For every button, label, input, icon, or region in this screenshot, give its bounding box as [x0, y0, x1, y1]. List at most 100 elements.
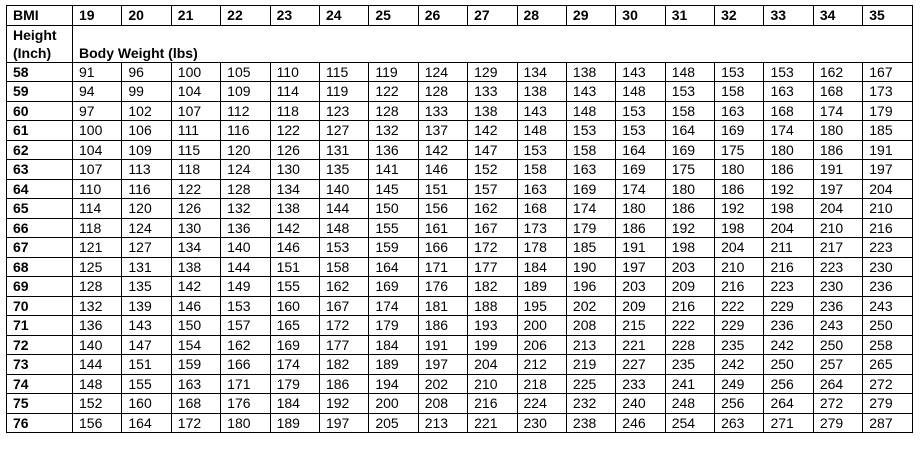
weight-cell: 153	[318, 237, 370, 258]
weight-cell: 142	[417, 139, 469, 160]
weight-cell: 208	[417, 393, 469, 414]
weight-cell: 143	[121, 315, 172, 336]
weight-cell: 246	[615, 412, 666, 433]
weight-cell: 142	[170, 276, 222, 297]
bmi-column-header: 31	[664, 5, 716, 26]
weight-cell: 123	[318, 100, 370, 121]
weight-cell: 124	[121, 217, 172, 238]
weight-cell: 152	[71, 393, 123, 414]
weight-cell: 256	[714, 393, 765, 414]
weight-cell: 212	[516, 354, 567, 375]
weight-cell: 165	[269, 315, 320, 336]
weight-cell: 263	[714, 412, 765, 433]
weight-cell: 184	[368, 334, 419, 355]
weight-cell: 205	[368, 412, 419, 433]
weight-cell: 182	[467, 276, 518, 297]
weight-cell: 216	[714, 276, 765, 297]
weight-cell: 124	[220, 159, 271, 180]
weight-cell: 186	[812, 139, 864, 160]
weight-cell: 186	[664, 198, 716, 219]
weight-cell: 137	[417, 120, 469, 141]
weight-cell: 153	[615, 120, 666, 141]
weight-cell: 150	[170, 315, 222, 336]
weight-cell: 157	[467, 178, 518, 199]
weight-cell: 203	[664, 256, 716, 277]
weight-cell: 124	[417, 61, 469, 82]
height-cell: 67	[6, 237, 73, 258]
weight-cell: 272	[862, 373, 913, 394]
table-row: 60 97 102 107 112 118 123 128 133 138 143 148 153 158…	[6, 100, 913, 121]
weight-cell: 116	[220, 120, 271, 141]
weight-cell: 107	[170, 100, 222, 121]
weight-cell: 191	[615, 237, 666, 258]
weight-cell: 186	[763, 159, 814, 180]
weight-cell: 96	[121, 61, 172, 82]
weight-cell: 243	[812, 315, 864, 336]
weight-cell: 186	[417, 315, 469, 336]
weight-cell: 130	[269, 159, 320, 180]
weight-cell: 242	[714, 354, 765, 375]
weight-cell: 169	[664, 139, 716, 160]
weight-cell: 158	[516, 159, 567, 180]
weight-cell: 118	[269, 100, 320, 121]
weight-cell: 138	[269, 198, 320, 219]
table-row: 61 100 106 111 116 122 127 132 137 142 148 153 153 16…	[6, 120, 913, 141]
weight-cell: 213	[565, 334, 617, 355]
weight-cell: 189	[516, 276, 567, 297]
weight-cell: 229	[714, 315, 765, 336]
weight-cell: 250	[812, 334, 864, 355]
weight-cell: 195	[516, 295, 567, 316]
weight-cell: 164	[664, 120, 716, 141]
weight-cell: 168	[170, 393, 222, 414]
weight-cell: 120	[121, 198, 172, 219]
weight-cell: 179	[368, 315, 419, 336]
weight-cell: 248	[664, 393, 716, 414]
table-row: 69 128 135 142 149 155 162 169 176 182 189 196 203 20…	[6, 276, 913, 297]
weight-cell: 162	[220, 334, 271, 355]
weight-cell: 287	[862, 412, 913, 433]
weight-cell: 148	[664, 61, 716, 82]
weight-cell: 100	[170, 61, 222, 82]
weight-cell: 162	[812, 61, 864, 82]
weight-cell: 146	[170, 295, 222, 316]
weight-cell: 197	[318, 412, 370, 433]
weight-cell: 140	[318, 178, 370, 199]
weight-cell: 159	[170, 354, 222, 375]
weight-cell: 264	[812, 373, 864, 394]
weight-cell: 188	[467, 295, 518, 316]
weight-cell: 140	[220, 237, 271, 258]
weight-cell: 122	[368, 81, 419, 102]
weight-cell: 106	[121, 120, 172, 141]
weight-cell: 169	[269, 334, 320, 355]
weight-cell: 147	[121, 334, 172, 355]
weight-cell: 194	[368, 373, 419, 394]
weight-cell: 186	[615, 217, 666, 238]
weight-cell: 178	[516, 237, 567, 258]
table-row: 58 91 96 100 105 110 115 119 124 129 134 138 143 148 1…	[6, 61, 913, 82]
weight-cell: 156	[417, 198, 469, 219]
weight-cell: 272	[812, 393, 864, 414]
weight-cell: 118	[71, 217, 123, 238]
height-cell: 73	[6, 354, 73, 375]
weight-cell: 163	[714, 100, 765, 121]
bmi-column-header: 20	[121, 5, 172, 26]
weight-cell: 216	[763, 256, 814, 277]
weight-cell: 131	[121, 256, 172, 277]
weight-cell: 264	[763, 393, 814, 414]
weight-cell: 110	[269, 61, 320, 82]
weight-cell: 191	[417, 334, 469, 355]
bmi-column-header: 27	[467, 5, 518, 26]
weight-cell: 109	[220, 81, 271, 102]
weight-cell: 136	[71, 315, 123, 336]
weight-cell: 197	[615, 256, 666, 277]
weight-cell: 163	[516, 178, 567, 199]
weight-cell: 179	[565, 217, 617, 238]
weight-cell: 216	[862, 217, 913, 238]
weight-cell: 222	[664, 315, 716, 336]
weight-cell: 148	[71, 373, 123, 394]
bmi-column-header: 19	[71, 5, 123, 26]
weight-cell: 174	[812, 100, 864, 121]
weight-cell: 132	[368, 120, 419, 141]
weight-cell: 115	[318, 61, 370, 82]
bmi-column-header: 35	[862, 5, 913, 26]
